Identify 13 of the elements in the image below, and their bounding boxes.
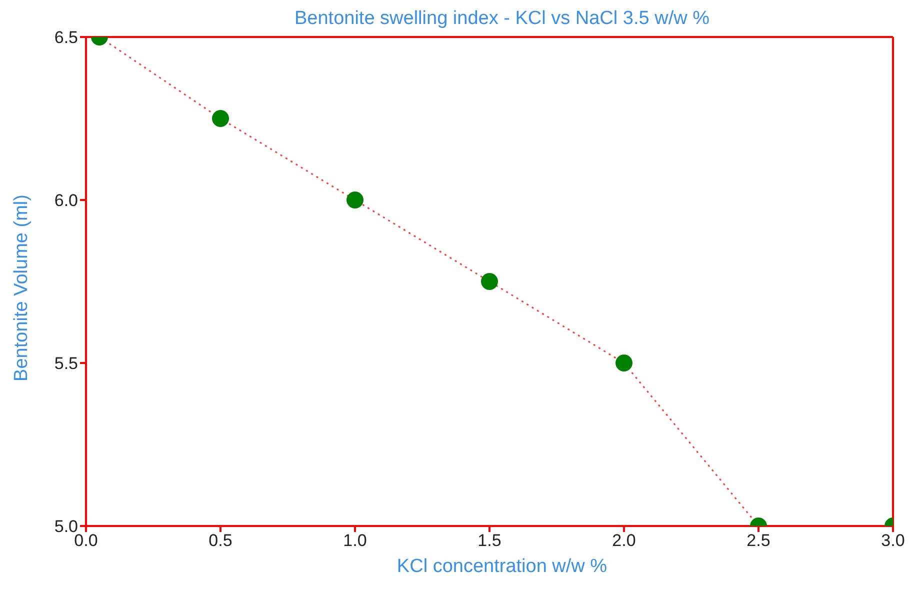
x-tick-label: 1.0 — [343, 531, 367, 550]
x-tick-label: 2.5 — [746, 531, 770, 550]
y-tick-label: 5.5 — [54, 354, 78, 374]
chart-title: Bentonite swelling index - KCl vs NaCl 3.5 w/w % — [293, 8, 710, 30]
y-tick-label: 6.0 — [54, 191, 78, 210]
x-tick-label: 2.0 — [612, 531, 636, 550]
x-axis-title: KCl concentration w/w % — [396, 556, 608, 578]
x-tick-label: 0.0 — [74, 531, 98, 550]
y-axis-title: Bentonite Volume (ml) — [11, 194, 33, 382]
x-tick-label: 1.5 — [478, 531, 502, 550]
x-tick-label: 0.5 — [208, 531, 232, 550]
y-tick-label: 6.5 — [54, 28, 78, 48]
x-tick-label: 3.0 — [881, 531, 905, 550]
